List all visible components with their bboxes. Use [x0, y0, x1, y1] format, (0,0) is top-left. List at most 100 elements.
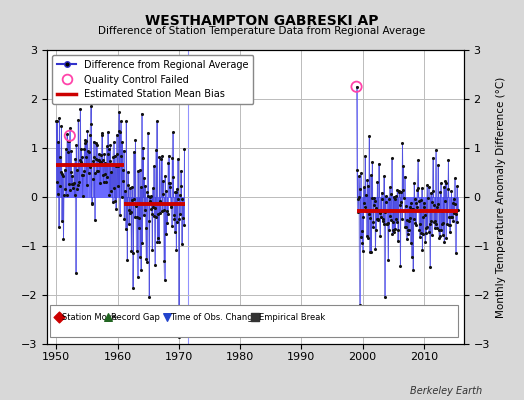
Point: [104, 314, 113, 320]
Text: Record Gap: Record Gap: [112, 312, 160, 322]
Point: [440, 184, 448, 190]
Point: [144, 192, 152, 199]
Point: [58, 171, 67, 177]
Point: [129, 284, 137, 291]
Point: [122, 226, 130, 233]
Point: [422, 230, 430, 236]
Point: [104, 129, 112, 135]
Point: [113, 163, 122, 169]
Point: [115, 212, 124, 218]
Point: [79, 171, 88, 178]
Point: [141, 183, 149, 190]
Point: [64, 138, 73, 144]
Point: [450, 175, 458, 182]
Point: [368, 159, 377, 166]
Point: [146, 194, 154, 200]
Point: [111, 197, 119, 204]
Text: Difference of Station Temperature Data from Regional Average: Difference of Station Temperature Data f…: [99, 26, 425, 36]
Point: [354, 173, 363, 180]
Point: [89, 176, 97, 182]
Point: [423, 182, 431, 189]
Point: [103, 143, 111, 150]
Point: [159, 178, 167, 184]
Point: [153, 239, 161, 246]
Point: [57, 122, 66, 129]
Point: [396, 202, 404, 209]
Point: [441, 198, 449, 204]
Point: [417, 197, 425, 204]
Point: [391, 193, 400, 200]
Point: [426, 264, 434, 270]
Point: [433, 200, 442, 207]
Point: [67, 148, 75, 154]
Point: [66, 125, 74, 132]
Point: [433, 204, 441, 210]
Point: [453, 183, 461, 190]
Point: [70, 180, 78, 186]
Point: [165, 152, 173, 159]
Point: [416, 221, 424, 227]
Point: [73, 167, 81, 174]
Point: [438, 208, 446, 214]
Point: [108, 161, 116, 168]
FancyBboxPatch shape: [50, 305, 457, 337]
Point: [421, 211, 429, 218]
Point: [154, 211, 162, 217]
Point: [173, 219, 181, 226]
Point: [386, 213, 395, 219]
Point: [170, 216, 179, 222]
Point: [93, 168, 101, 174]
Point: [68, 180, 76, 187]
Point: [167, 202, 175, 208]
Point: [85, 164, 94, 170]
Point: [390, 194, 398, 200]
Point: [430, 225, 439, 231]
Text: Empirical Break: Empirical Break: [258, 312, 325, 322]
Point: [168, 223, 176, 229]
Point: [166, 180, 174, 186]
Point: [76, 105, 84, 112]
Point: [178, 240, 186, 247]
Point: [112, 163, 120, 169]
Point: [413, 187, 421, 193]
Point: [361, 204, 369, 211]
Point: [63, 138, 72, 144]
Point: [362, 192, 370, 198]
Point: [403, 216, 411, 223]
Point: [370, 194, 379, 201]
Point: [401, 224, 409, 231]
Point: [77, 145, 85, 152]
Point: [171, 229, 179, 235]
Point: [68, 327, 76, 334]
Point: [405, 218, 413, 224]
Point: [427, 189, 435, 196]
Point: [361, 153, 369, 159]
Point: [178, 195, 187, 202]
Point: [389, 227, 397, 234]
Point: [358, 240, 366, 246]
Point: [413, 157, 422, 164]
Point: [419, 214, 427, 221]
Point: [356, 186, 364, 192]
Point: [74, 116, 82, 123]
Point: [436, 180, 445, 186]
Text: WESTHAMPTON GABRESKI AP: WESTHAMPTON GABRESKI AP: [145, 14, 379, 28]
Point: [65, 180, 73, 187]
Point: [394, 227, 402, 234]
Point: [398, 140, 407, 146]
Point: [380, 294, 389, 301]
Point: [128, 184, 136, 190]
Point: [390, 196, 399, 202]
Point: [129, 250, 138, 256]
Point: [362, 208, 370, 215]
Point: [90, 154, 99, 160]
Point: [116, 118, 125, 124]
Point: [60, 166, 69, 173]
Point: [62, 192, 71, 198]
Point: [436, 188, 444, 195]
Point: [175, 216, 183, 222]
Point: [150, 163, 158, 170]
Point: [406, 204, 414, 211]
Point: [82, 138, 91, 144]
Point: [66, 132, 74, 139]
